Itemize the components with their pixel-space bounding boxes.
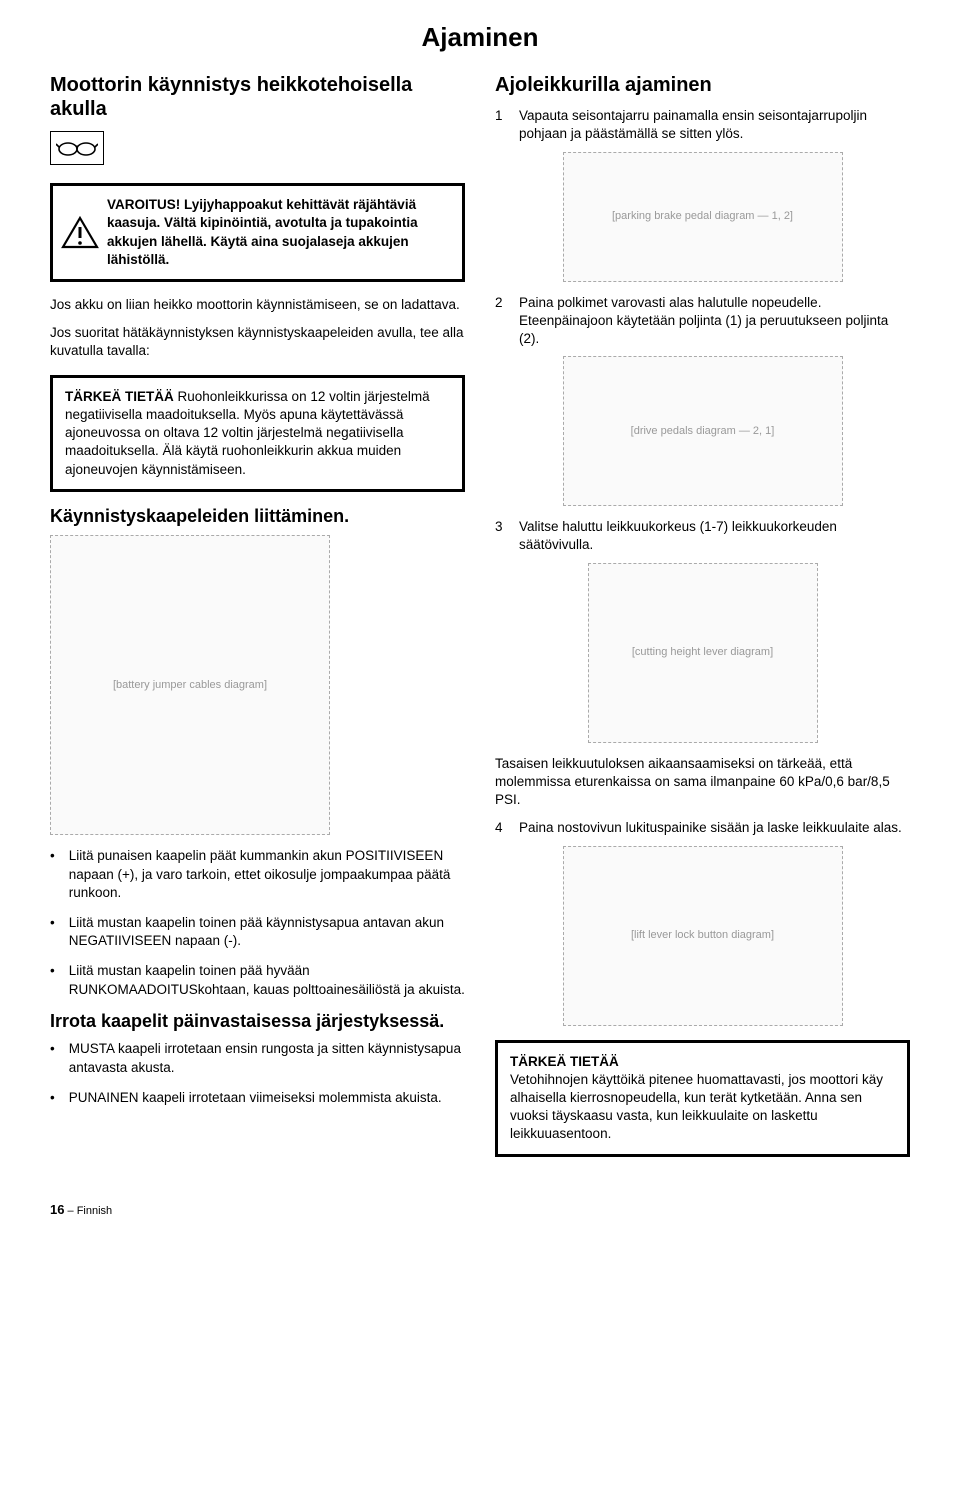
disconnect-cables-list: • MUSTA kaapeli irrotetaan ensin rungosta… — [50, 1040, 465, 1107]
diagram-label: [cutting height lever diagram] — [632, 645, 773, 660]
step-3: 3 Valitse haluttu leikkuukorkeus (1-7) l… — [495, 518, 910, 554]
list-item: • Liitä mustan kaapelin toinen pää hyvään… — [50, 962, 465, 998]
battery-diagram: [battery jumper cables diagram] — [50, 535, 330, 835]
diagram-label: [parking brake pedal diagram — 1, 2] — [612, 209, 793, 224]
left-paragraph-1: Jos akku on liian heikko moottorin käynn… — [50, 296, 465, 314]
bullet-icon: • — [50, 1089, 55, 1107]
important-info-box-2: TÄRKEÄ TIETÄÄ Vetohihnojen käyttöikä pit… — [495, 1040, 910, 1157]
step-number: 1 — [495, 107, 509, 143]
diagram-label: [drive pedals diagram — 2, 1] — [631, 424, 775, 439]
page-number: 16 — [50, 1202, 64, 1217]
important-info-box-1: TÄRKEÄ TIETÄÄ Ruohonleikkurissa on 12 vo… — [50, 375, 465, 492]
left-paragraph-2: Jos suoritat hätäkäynnistyksen käynnisty… — [50, 324, 465, 360]
battery-diagram-label: [battery jumper cables diagram] — [113, 678, 267, 693]
left-section-heading: Moottorin käynnistys heikkotehoisella ak… — [50, 73, 465, 121]
list-item: • Liitä punaisen kaapelin päät kummankin … — [50, 847, 465, 902]
lower-deck-diagram: [lift lever lock button diagram] — [563, 846, 843, 1026]
parking-brake-diagram: [parking brake pedal diagram — 1, 2] — [563, 152, 843, 282]
step-4: 4 Paina nostovivun lukituspainike sisään… — [495, 819, 910, 837]
warning-box: VAROITUS! Lyijyhappoakut kehittävät räjä… — [50, 183, 465, 282]
diagram-label: [lift lever lock button diagram] — [631, 928, 774, 943]
list-item-text: PUNAINEN kaapeli irrotetaan viimeiseksi … — [69, 1089, 442, 1107]
list-item: • MUSTA kaapeli irrotetaan ensin rungosta… — [50, 1040, 465, 1076]
footer-language: Finnish — [77, 1205, 112, 1217]
warning-triangle-icon — [61, 216, 99, 250]
step-number: 3 — [495, 518, 509, 554]
step-1: 1 Vapauta seisontajarru painamalla ensin… — [495, 107, 910, 143]
warning-label: VAROITUS! — [107, 197, 180, 212]
list-item-text: Liitä punaisen kaapelin päät kummankin a… — [69, 847, 465, 902]
page-footer: 16 – Finnish — [50, 1201, 910, 1219]
driving-steps-list: 2 Paina polkimet varovasti alas halutull… — [495, 294, 910, 349]
list-item: • Liitä mustan kaapelin toinen pää käynni… — [50, 914, 465, 950]
driving-steps-list: 3 Valitse haluttu leikkuukorkeus (1-7) l… — [495, 518, 910, 554]
driving-steps-list: 1 Vapauta seisontajarru painamalla ensin… — [495, 107, 910, 143]
step-text: Vapauta seisontajarru painamalla ensin s… — [519, 107, 910, 143]
glasses-icon — [56, 139, 98, 157]
info-box-1-title: TÄRKEÄ TIETÄÄ — [65, 389, 174, 404]
step-text: Paina polkimet varovasti alas halutulle … — [519, 294, 910, 349]
list-item: • PUNAINEN kaapeli irrotetaan viimeiseksi… — [50, 1089, 465, 1107]
list-item-text: MUSTA kaapeli irrotetaan ensin rungosta … — [69, 1040, 465, 1076]
list-item-text: Liitä mustan kaapelin toinen pää käynnis… — [69, 914, 465, 950]
step-number: 2 — [495, 294, 509, 349]
connect-cables-list: • Liitä punaisen kaapelin päät kummankin … — [50, 847, 465, 999]
step-2: 2 Paina polkimet varovasti alas halutull… — [495, 294, 910, 349]
info-box-2-text: Vetohihnojen käyttöikä pitenee huomattav… — [510, 1071, 895, 1144]
two-column-layout: Moottorin käynnistys heikkotehoisella ak… — [50, 73, 910, 1171]
step-number: 4 — [495, 819, 509, 837]
page-title: Ajaminen — [50, 20, 910, 55]
drive-pedals-diagram: [drive pedals diagram — 2, 1] — [563, 356, 843, 506]
cutting-height-diagram: [cutting height lever diagram] — [588, 563, 818, 743]
driving-steps-list: 4 Paina nostovivun lukituspainike sisään… — [495, 819, 910, 837]
footer-separator: – — [64, 1205, 76, 1217]
list-item-text: Liitä mustan kaapelin toinen pää hyvään … — [69, 962, 465, 998]
bullet-icon: • — [50, 962, 55, 998]
step-text: Valitse haluttu leikkuukorkeus (1-7) lei… — [519, 518, 910, 554]
tire-pressure-note: Tasaisen leikkuutuloksen aikaansaamiseks… — [495, 755, 910, 810]
disconnect-cables-heading: Irrota kaapelit päinvastaisessa järjesty… — [50, 1011, 465, 1033]
right-column: Ajoleikkurilla ajaminen 1 Vapauta seison… — [495, 73, 910, 1171]
info-box-2-title: TÄRKEÄ TIETÄÄ — [510, 1053, 895, 1071]
bullet-icon: • — [50, 1040, 55, 1076]
jumper-cables-heading: Käynnistyskaapeleiden liittäminen. — [50, 506, 465, 528]
left-column: Moottorin käynnistys heikkotehoisella ak… — [50, 73, 465, 1171]
bullet-icon: • — [50, 914, 55, 950]
right-section-heading: Ajoleikkurilla ajaminen — [495, 73, 910, 97]
safety-glasses-box — [50, 131, 104, 165]
step-text: Paina nostovivun lukituspainike sisään j… — [519, 819, 902, 837]
bullet-icon: • — [50, 847, 55, 902]
